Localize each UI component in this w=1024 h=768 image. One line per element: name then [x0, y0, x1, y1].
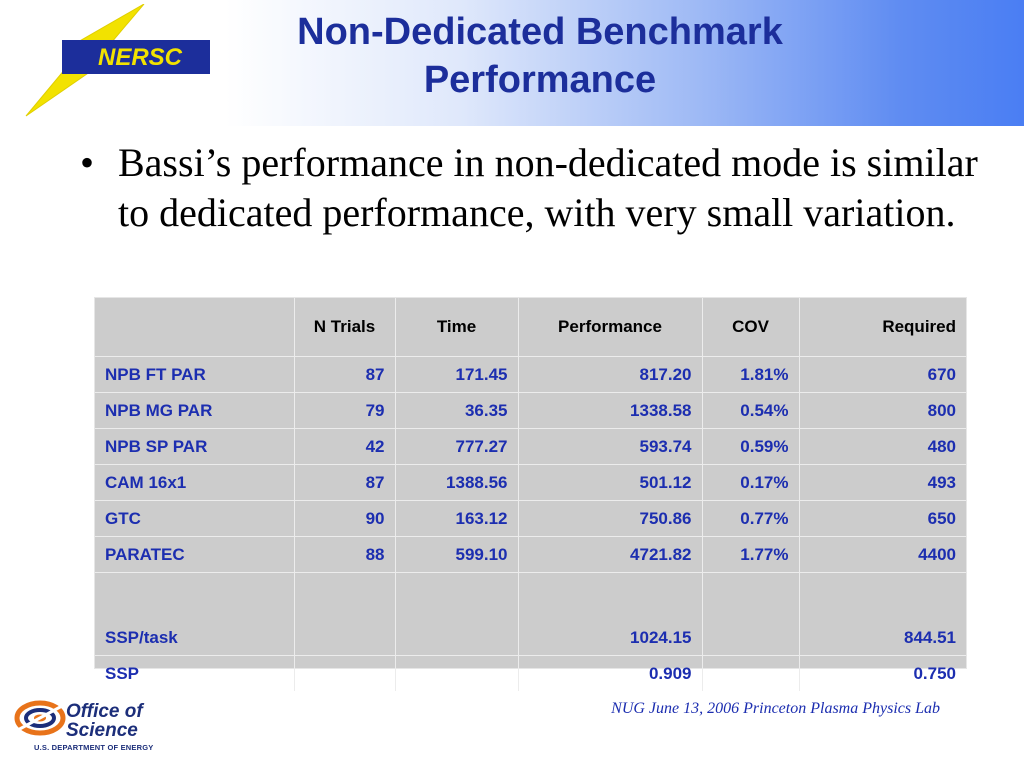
column-header-cov: COV	[702, 298, 800, 357]
row-performance: 0.909	[518, 655, 703, 691]
column-header-name	[95, 298, 295, 357]
nersc-logo-text: NERSC	[98, 44, 183, 71]
office-of-science-text: Office of Science	[66, 702, 143, 740]
table-row: NPB FT PAR 87 171.45 817.20 1.81% 670	[95, 356, 966, 393]
row-required: 480	[799, 428, 966, 465]
row-required: 4400	[799, 536, 966, 573]
office-line-1: Office of	[66, 701, 143, 722]
bullet-point: • Bassi’s performance in non-dedicated m…	[80, 138, 980, 238]
row-time: 163.12	[395, 500, 519, 537]
row-trials: 90	[294, 500, 396, 537]
row-time: 36.35	[395, 392, 519, 429]
office-of-science-logo	[14, 700, 66, 736]
row-cov	[702, 655, 800, 691]
table-row: SSP 0.909 0.750	[95, 655, 966, 691]
row-required: 670	[799, 356, 966, 393]
doe-subtitle: U.S. DEPARTMENT OF ENERGY	[34, 743, 154, 752]
row-name: SSP/task	[95, 572, 295, 656]
row-cov: 0.54%	[702, 392, 800, 429]
bullet-text: Bassi’s performance in non-dedicated mod…	[118, 140, 978, 235]
table-row: PARATEC 88 599.10 4721.82 1.77% 4400	[95, 536, 966, 573]
row-cov: 1.77%	[702, 536, 800, 573]
row-trials: 87	[294, 464, 396, 501]
row-trials	[294, 572, 396, 656]
row-cov: 0.17%	[702, 464, 800, 501]
table-row: SSP/task 1024.15 844.51	[95, 572, 966, 656]
benchmark-table: N Trials Time Performance COV Required N…	[95, 298, 966, 691]
row-required: 493	[799, 464, 966, 501]
row-performance: 1338.58	[518, 392, 703, 429]
row-time	[395, 655, 519, 691]
row-required: 0.750	[913, 663, 956, 683]
column-header-required: Required	[799, 298, 966, 357]
row-trials	[294, 655, 396, 691]
row-name: NPB SP PAR	[95, 428, 295, 465]
bullet-dot: •	[80, 140, 95, 185]
row-cov: 1.81%	[702, 356, 800, 393]
row-name: NPB MG PAR	[95, 392, 295, 429]
footer-citation: NUG June 13, 2006 Princeton Plasma Physi…	[611, 700, 940, 717]
row-performance: 4721.82	[518, 536, 703, 573]
row-trials: 42	[294, 428, 396, 465]
column-header-performance: Performance	[518, 298, 703, 357]
row-trials: 87	[294, 356, 396, 393]
table-header-row: N Trials Time Performance COV Required	[95, 298, 966, 357]
row-time: 171.45	[395, 356, 519, 393]
table-row: NPB SP PAR 42 777.27 593.74 0.59% 480	[95, 428, 966, 465]
row-time	[395, 572, 519, 656]
row-cov: 0.77%	[702, 500, 800, 537]
column-header-n-trials: N Trials	[294, 298, 396, 357]
row-required: 650	[799, 500, 966, 537]
table-row: CAM 16x1 87 1388.56 501.12 0.17% 493	[95, 464, 966, 501]
row-name: NPB FT PAR	[95, 356, 295, 393]
row-trials: 88	[294, 536, 396, 573]
row-time: 777.27	[395, 428, 519, 465]
row-trials: 79	[294, 392, 396, 429]
row-cov: 0.59%	[702, 428, 800, 465]
office-line-2: Science	[66, 720, 138, 741]
row-performance: 817.20	[518, 356, 703, 393]
row-performance: 750.86	[518, 500, 703, 537]
table-row: NPB MG PAR 79 36.35 1338.58 0.54% 800	[95, 392, 966, 429]
row-name: CAM 16x1	[95, 464, 295, 501]
row-performance: 501.12	[518, 464, 703, 501]
slide-title: Non-Dedicated Benchmark Performance	[297, 11, 783, 101]
column-header-time: Time	[395, 298, 519, 357]
row-time: 1388.56	[395, 464, 519, 501]
row-performance: 593.74	[518, 428, 703, 465]
row-name: GTC	[95, 500, 295, 537]
row-required: 844.51	[799, 572, 966, 656]
row-cov	[702, 572, 800, 656]
nersc-logo: NERSC	[25, 4, 210, 117]
benchmark-table-container: N Trials Time Performance COV Required N…	[94, 297, 967, 691]
table-row: GTC 90 163.12 750.86 0.77% 650	[95, 500, 966, 537]
row-name: PARATEC	[95, 536, 295, 573]
row-name: SSP	[95, 655, 295, 691]
row-time: 599.10	[395, 536, 519, 573]
row-required: 800	[799, 392, 966, 429]
row-performance: 1024.15	[518, 572, 703, 656]
